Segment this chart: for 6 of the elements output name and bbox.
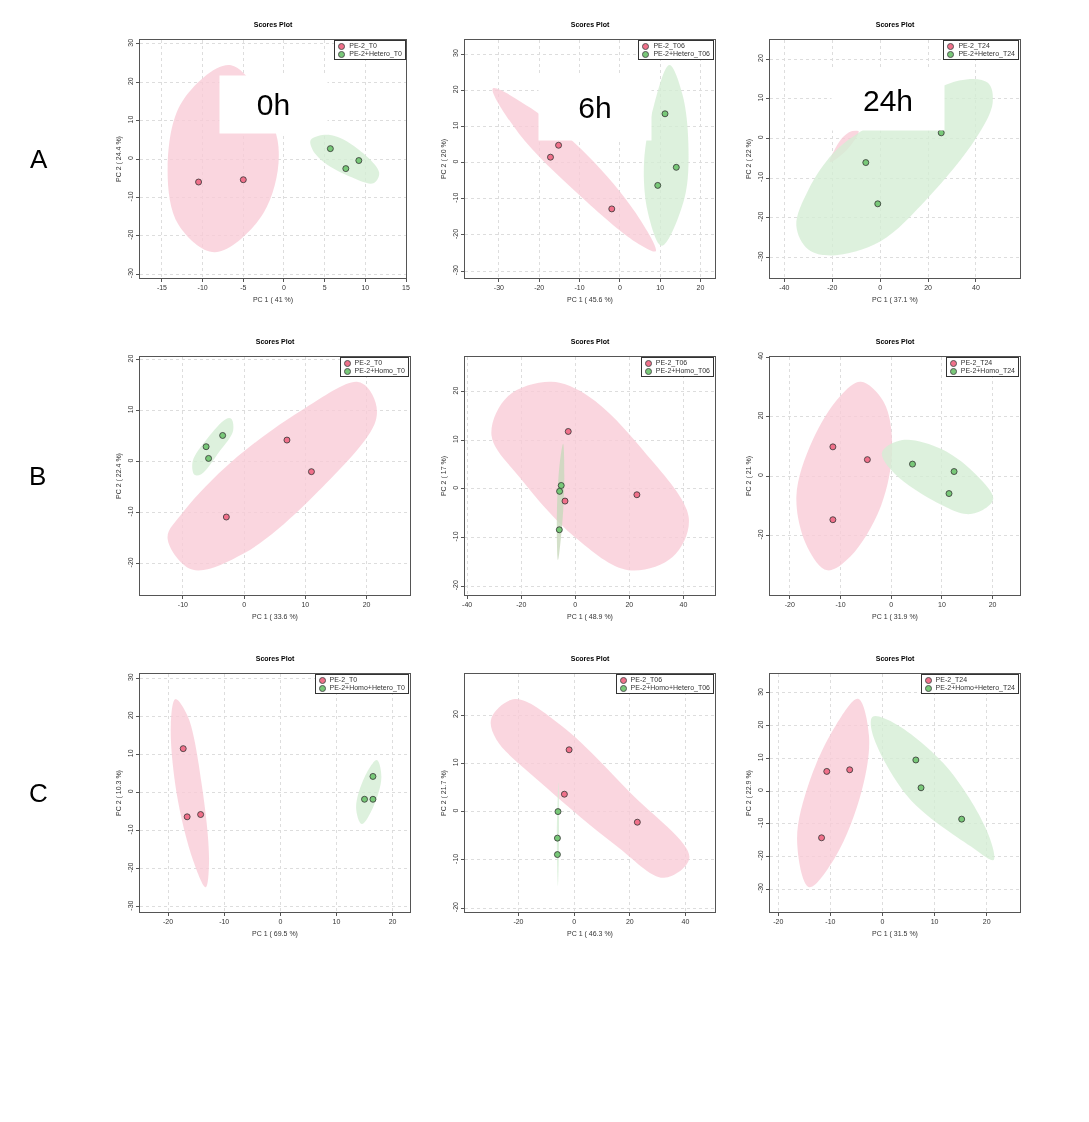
text: A <box>30 144 48 174</box>
annotation: 24h <box>862 83 914 117</box>
text: C <box>29 778 48 808</box>
text: B <box>29 461 47 491</box>
annotation: 6h <box>578 90 612 124</box>
annotation: 0h <box>256 88 291 121</box>
